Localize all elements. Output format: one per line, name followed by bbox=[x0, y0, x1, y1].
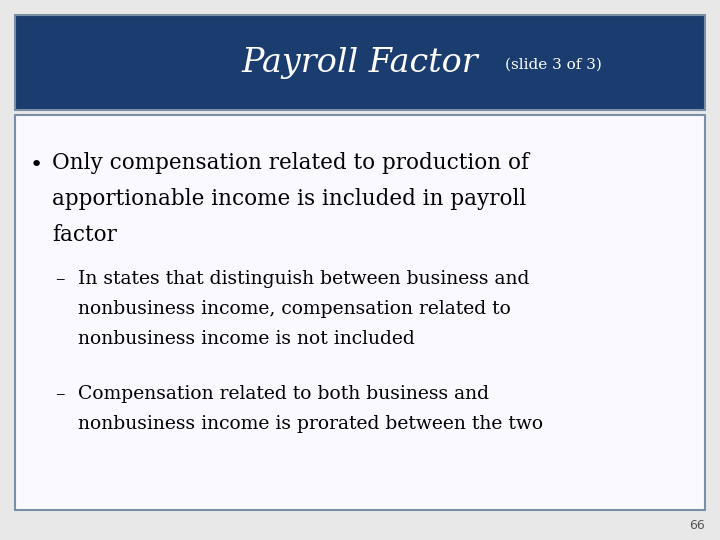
Text: In states that distinguish between business and: In states that distinguish between busin… bbox=[78, 270, 529, 288]
Text: factor: factor bbox=[52, 224, 117, 246]
Text: –: – bbox=[55, 270, 65, 288]
Text: •: • bbox=[30, 155, 43, 175]
Text: –: – bbox=[55, 385, 65, 403]
Text: nonbusiness income is prorated between the two: nonbusiness income is prorated between t… bbox=[78, 415, 543, 433]
Text: Only compensation related to production of: Only compensation related to production … bbox=[52, 152, 529, 174]
Text: (slide 3 of 3): (slide 3 of 3) bbox=[505, 58, 602, 72]
FancyBboxPatch shape bbox=[15, 15, 705, 110]
Text: nonbusiness income is not included: nonbusiness income is not included bbox=[78, 330, 415, 348]
Text: Payroll Factor: Payroll Factor bbox=[242, 47, 478, 79]
Text: apportionable income is included in payroll: apportionable income is included in payr… bbox=[52, 188, 526, 210]
Text: Compensation related to both business and: Compensation related to both business an… bbox=[78, 385, 489, 403]
Text: nonbusiness income, compensation related to: nonbusiness income, compensation related… bbox=[78, 300, 511, 318]
Text: 66: 66 bbox=[689, 519, 705, 532]
FancyBboxPatch shape bbox=[15, 115, 705, 510]
